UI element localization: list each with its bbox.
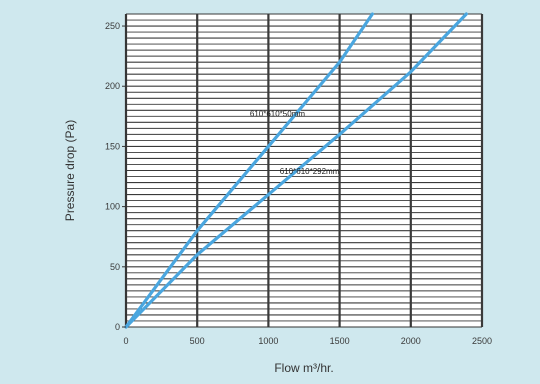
y-axis-title: Pressure drop (Pa) — [63, 120, 77, 221]
series-label-610-610-50: 610*610*50mm — [250, 109, 305, 118]
y-tick-label: 0 — [115, 322, 120, 332]
tick-labels: 0 500 1000 1500 2000 2500 0 50 100 150 200 250 — [105, 21, 492, 346]
y-tick-label: 200 — [105, 81, 120, 91]
x-tick-label: 0 — [123, 336, 128, 346]
y-tick-label: 50 — [110, 262, 120, 272]
x-tick-label: 2000 — [401, 336, 421, 346]
series-lines — [124, 12, 468, 329]
y-tick-label: 250 — [105, 21, 120, 31]
series-line-2 — [124, 12, 468, 329]
x-tick-label: 1500 — [330, 336, 350, 346]
grid — [124, 13, 484, 328]
series-line-1 — [124, 12, 374, 329]
series-label-610-610-292: 610*610*292mm — [280, 167, 340, 176]
x-tick-label: 2500 — [472, 336, 492, 346]
axes — [125, 14, 482, 328]
x-tick-label: 500 — [190, 336, 205, 346]
y-tick-label: 100 — [105, 202, 120, 212]
x-axis-title: Flow m³/hr. — [274, 361, 333, 375]
x-tick-label: 1000 — [258, 336, 278, 346]
y-tick-label: 150 — [105, 141, 120, 151]
